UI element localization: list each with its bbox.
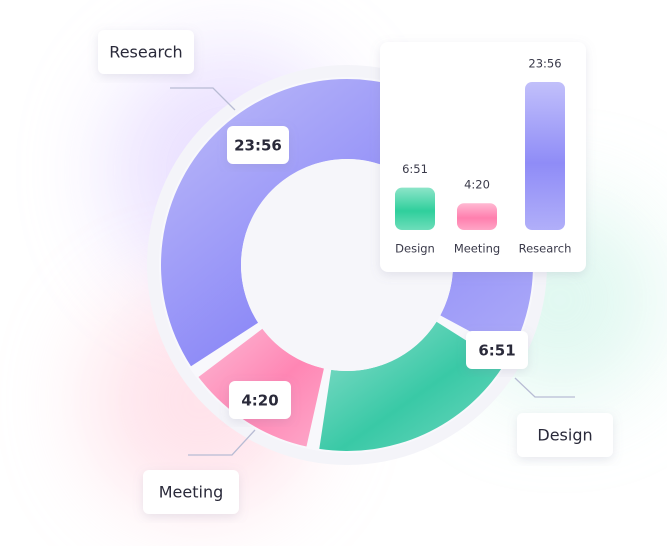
- bar: [395, 187, 435, 230]
- bar-category-label: Meeting: [454, 242, 500, 256]
- donut-category-label: Design: [537, 426, 592, 445]
- bar-category-label: Research: [519, 242, 572, 256]
- donut-category-label-box: [517, 413, 613, 457]
- donut-category-label-box: [143, 470, 239, 514]
- bar: [525, 82, 565, 230]
- bar-value-label: 4:20: [464, 178, 490, 192]
- donut-value-label-box: [229, 381, 291, 419]
- callouts: 23:56 Research 6:51 Design 4:20 Meeting: [98, 30, 613, 514]
- donut-value-label-box: [466, 331, 528, 369]
- donut-value-label: 4:20: [241, 392, 278, 410]
- donut-value-label: 23:56: [234, 137, 282, 155]
- donut-category-label: Meeting: [159, 483, 224, 502]
- donut-category-label: Research: [109, 43, 182, 62]
- bar-card: 6:51 Design 4:20 Meeting 23:56 Research: [380, 42, 586, 272]
- donut-category-label-box: [98, 30, 194, 74]
- bar-value-label: 6:51: [402, 162, 428, 176]
- bar: [457, 203, 497, 230]
- donut-segment: [319, 321, 505, 451]
- leader-line: [188, 429, 256, 456]
- bar-category-label: Design: [395, 242, 435, 256]
- leader-line: [170, 87, 236, 111]
- donut-value-label: 6:51: [478, 342, 515, 360]
- leader-line: [514, 377, 575, 398]
- bar-value-label: 23:56: [528, 57, 561, 71]
- donut-value-label-box: [227, 126, 289, 164]
